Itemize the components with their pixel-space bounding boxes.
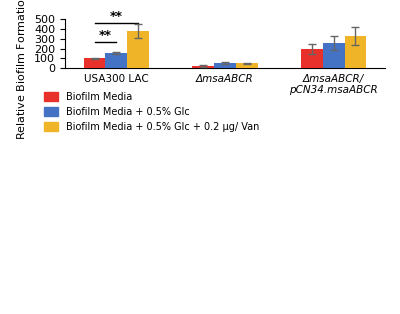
Text: **: **: [110, 9, 123, 23]
Bar: [84, 58, 106, 68]
Bar: [301, 49, 323, 68]
Bar: [323, 43, 344, 68]
Y-axis label: Relative Biofilm Formation (OD$_{595}$): Relative Biofilm Formation (OD$_{595}$): [15, 0, 29, 140]
Bar: [106, 53, 127, 68]
Bar: [192, 66, 214, 68]
Bar: [127, 31, 149, 68]
Text: **: **: [99, 29, 112, 41]
Bar: [214, 63, 236, 68]
Legend: Biofilm Media, Biofilm Media + 0.5% Glc, Biofilm Media + 0.5% Glc + 0.2 μg/ Van: Biofilm Media, Biofilm Media + 0.5% Glc,…: [44, 92, 259, 132]
Bar: [344, 36, 366, 68]
Bar: [236, 63, 258, 68]
